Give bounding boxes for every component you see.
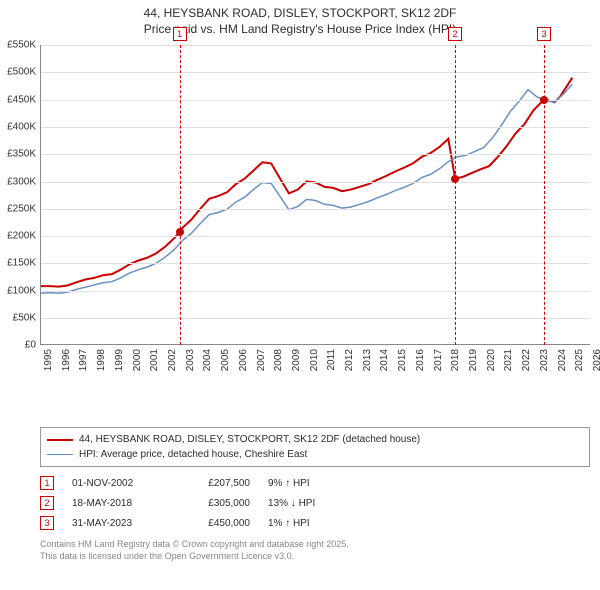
x-tick-label: 2020 bbox=[486, 349, 497, 371]
y-tick-label: £250K bbox=[7, 203, 36, 214]
y-tick-label: £150K bbox=[7, 258, 36, 269]
sale-row-price: £450,000 bbox=[180, 518, 250, 529]
sale-vline bbox=[455, 45, 456, 345]
x-tick-label: 1995 bbox=[43, 349, 54, 371]
x-tick-label: 2011 bbox=[326, 349, 337, 371]
footer-line-2: This data is licensed under the Open Gov… bbox=[40, 551, 590, 563]
series-line-hpi bbox=[41, 84, 572, 293]
footer-note: Contains HM Land Registry data © Crown c… bbox=[40, 539, 590, 562]
gridline bbox=[41, 182, 590, 183]
x-tick-label: 2018 bbox=[450, 349, 461, 371]
x-tick-label: 2017 bbox=[433, 349, 444, 371]
sales-table: 1 01-NOV-2002 £207,500 9% ↑ HPI 2 18-MAY-2018… bbox=[40, 473, 590, 533]
sale-dot-3 bbox=[540, 96, 548, 104]
gridline bbox=[41, 127, 590, 128]
sale-row-marker: 2 bbox=[40, 496, 54, 510]
sale-row-date: 01-NOV-2002 bbox=[72, 478, 162, 489]
sale-dot-1 bbox=[176, 228, 184, 236]
gridline bbox=[41, 72, 590, 73]
x-tick-label: 2008 bbox=[273, 349, 284, 371]
legend-row-price-paid: 44, HEYSBANK ROAD, DISLEY, STOCKPORT, SK… bbox=[47, 432, 583, 447]
sale-row-pct: 1% ↑ HPI bbox=[268, 518, 368, 529]
footer-line-1: Contains HM Land Registry data © Crown c… bbox=[40, 539, 590, 551]
sale-dot-2 bbox=[451, 175, 459, 183]
chart-container: 123 £0£50K£100K£150K£200K£250K£300K£350K… bbox=[40, 45, 590, 385]
sale-row: 1 01-NOV-2002 £207,500 9% ↑ HPI bbox=[40, 473, 590, 493]
x-tick-label: 2022 bbox=[521, 349, 532, 371]
x-tick-label: 2019 bbox=[468, 349, 479, 371]
sale-row: 2 18-MAY-2018 £305,000 13% ↓ HPI bbox=[40, 493, 590, 513]
x-tick-label: 2006 bbox=[238, 349, 249, 371]
x-tick-label: 2025 bbox=[574, 349, 585, 371]
title-line-1: 44, HEYSBANK ROAD, DISLEY, STOCKPORT, SK… bbox=[0, 6, 600, 22]
gridline bbox=[41, 291, 590, 292]
gridline bbox=[41, 154, 590, 155]
y-tick-label: £300K bbox=[7, 176, 36, 187]
y-tick-label: £500K bbox=[7, 67, 36, 78]
plot-area: 123 bbox=[40, 45, 590, 345]
x-tick-label: 2013 bbox=[362, 349, 373, 371]
x-tick-label: 2012 bbox=[344, 349, 355, 371]
gridline bbox=[41, 236, 590, 237]
gridline bbox=[41, 45, 590, 46]
y-tick-label: £550K bbox=[7, 40, 36, 51]
x-tick-label: 2014 bbox=[379, 349, 390, 371]
y-tick-label: £0 bbox=[25, 340, 36, 351]
y-tick-label: £400K bbox=[7, 122, 36, 133]
x-tick-label: 2026 bbox=[592, 349, 600, 371]
x-tick-label: 1999 bbox=[114, 349, 125, 371]
y-tick-label: £350K bbox=[7, 149, 36, 160]
x-tick-label: 2007 bbox=[256, 349, 267, 371]
sale-row-pct: 9% ↑ HPI bbox=[268, 478, 368, 489]
legend-swatch bbox=[47, 454, 73, 455]
gridline bbox=[41, 318, 590, 319]
sale-row-pct: 13% ↓ HPI bbox=[268, 498, 368, 509]
title-line-2: Price paid vs. HM Land Registry's House … bbox=[0, 22, 600, 38]
sale-row-date: 31-MAY-2023 bbox=[72, 518, 162, 529]
x-tick-label: 2021 bbox=[503, 349, 514, 371]
sale-marker-3: 3 bbox=[537, 27, 551, 41]
sale-marker-2: 2 bbox=[448, 27, 462, 41]
x-tick-label: 2005 bbox=[220, 349, 231, 371]
sale-row-price: £305,000 bbox=[180, 498, 250, 509]
y-tick-label: £450K bbox=[7, 94, 36, 105]
sale-marker-1: 1 bbox=[173, 27, 187, 41]
sale-row: 3 31-MAY-2023 £450,000 1% ↑ HPI bbox=[40, 513, 590, 533]
x-tick-label: 2016 bbox=[415, 349, 426, 371]
x-tick-label: 2024 bbox=[557, 349, 568, 371]
x-tick-label: 2000 bbox=[132, 349, 143, 371]
chart-title-block: 44, HEYSBANK ROAD, DISLEY, STOCKPORT, SK… bbox=[0, 0, 600, 41]
x-tick-label: 2009 bbox=[291, 349, 302, 371]
y-tick-label: £50K bbox=[13, 312, 36, 323]
x-tick-label: 2023 bbox=[539, 349, 550, 371]
y-tick-label: £100K bbox=[7, 285, 36, 296]
sale-vline bbox=[180, 45, 181, 345]
y-axis-labels: £0£50K£100K£150K£200K£250K£300K£350K£400… bbox=[2, 45, 38, 345]
x-tick-label: 2015 bbox=[397, 349, 408, 371]
x-tick-label: 2002 bbox=[167, 349, 178, 371]
gridline bbox=[41, 100, 590, 101]
x-tick-label: 2003 bbox=[185, 349, 196, 371]
legend-row-hpi: HPI: Average price, detached house, Ches… bbox=[47, 447, 583, 462]
x-tick-label: 2001 bbox=[149, 349, 160, 371]
x-tick-label: 2010 bbox=[309, 349, 320, 371]
gridline bbox=[41, 263, 590, 264]
x-axis-labels: 1995 1996 1997 1998 1999 2000 2001 2002 2003 2004… bbox=[40, 347, 590, 387]
sale-row-marker: 3 bbox=[40, 516, 54, 530]
legend-swatch bbox=[47, 439, 73, 441]
legend: 44, HEYSBANK ROAD, DISLEY, STOCKPORT, SK… bbox=[40, 427, 590, 467]
sale-row-date: 18-MAY-2018 bbox=[72, 498, 162, 509]
y-tick-label: £200K bbox=[7, 231, 36, 242]
gridline bbox=[41, 209, 590, 210]
x-tick-label: 1997 bbox=[78, 349, 89, 371]
legend-label: 44, HEYSBANK ROAD, DISLEY, STOCKPORT, SK… bbox=[79, 432, 420, 447]
x-tick-label: 2004 bbox=[202, 349, 213, 371]
sale-row-price: £207,500 bbox=[180, 478, 250, 489]
x-tick-label: 1998 bbox=[96, 349, 107, 371]
legend-label: HPI: Average price, detached house, Ches… bbox=[79, 447, 307, 462]
sale-vline bbox=[544, 45, 545, 345]
sale-row-marker: 1 bbox=[40, 476, 54, 490]
chart-svg bbox=[41, 45, 590, 345]
x-tick-label: 1996 bbox=[61, 349, 72, 371]
